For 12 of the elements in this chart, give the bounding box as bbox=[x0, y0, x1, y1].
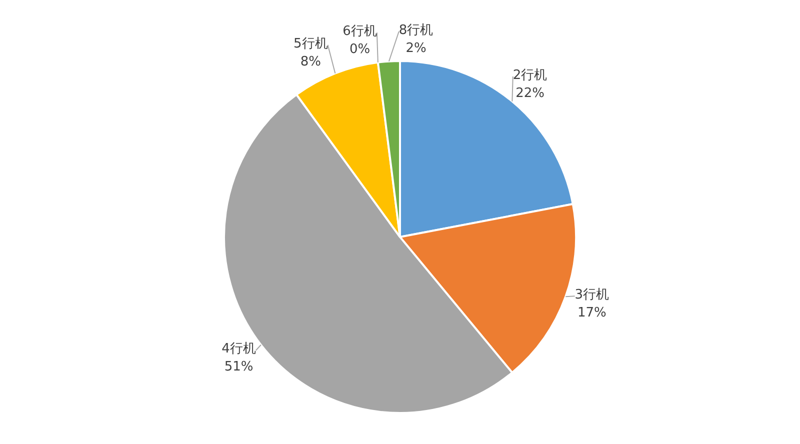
data-label: 17% bbox=[577, 305, 606, 320]
data-label: 8% bbox=[300, 54, 321, 70]
category-label: 6行机 bbox=[342, 24, 377, 39]
slice-label: 2行机 bbox=[512, 68, 548, 83]
slice-label: 8行机 bbox=[398, 22, 434, 38]
data-label: 2% bbox=[406, 40, 426, 56]
slice-label: 4行机 bbox=[222, 342, 256, 357]
slice-label: 5行机 bbox=[294, 36, 328, 52]
data-label: 51% bbox=[224, 360, 254, 375]
data-label: 22% bbox=[516, 86, 544, 101]
text: 0% bbox=[349, 42, 370, 57]
slice-label: 3行机 bbox=[574, 287, 610, 302]
